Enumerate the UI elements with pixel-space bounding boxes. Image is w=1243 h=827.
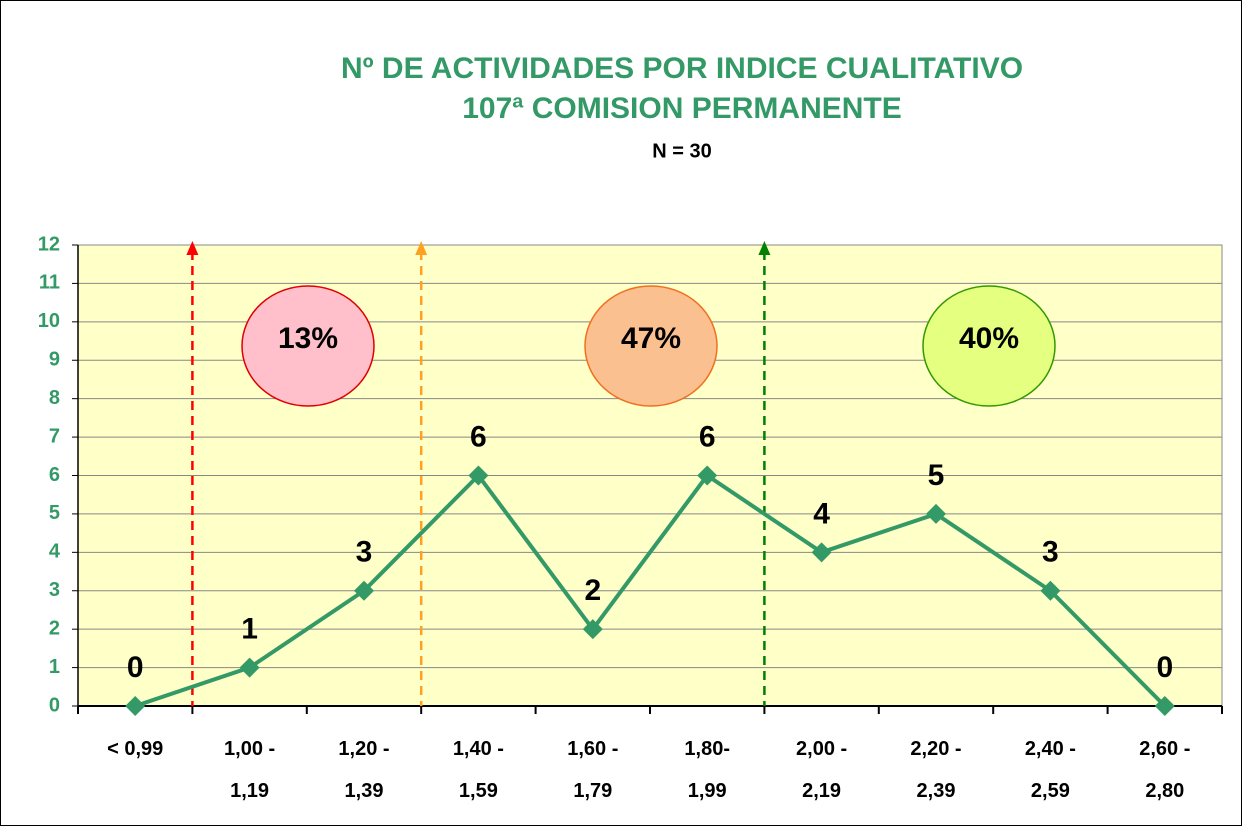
x-tick-label: 1,40 -1,59: [453, 738, 504, 802]
data-label: 1: [241, 613, 258, 646]
data-label: 3: [1042, 536, 1059, 569]
x-tick-label: 1,00 -1,19: [224, 738, 275, 802]
y-tick-label: 0: [49, 694, 60, 716]
y-tick-label: 7: [49, 425, 60, 447]
marker: [697, 465, 718, 486]
series-line: [134, 472, 1167, 708]
marker: [811, 542, 832, 563]
chart-subtitle: 107ª COMISION PERMANENTE: [462, 92, 902, 125]
y-tick-label: 6: [49, 464, 60, 486]
y-tick-label: 5: [49, 502, 60, 524]
data-label: 0: [127, 651, 144, 684]
y-tick-label: 2: [49, 617, 60, 639]
x-tick-label: 2,00 -2,19: [796, 738, 847, 802]
marker: [926, 503, 946, 524]
marker: [468, 465, 489, 486]
marker: [1040, 580, 1061, 601]
y-tick-label: 4: [49, 541, 61, 563]
x-tick-label: 2,20 -2,39: [910, 738, 961, 802]
data-label: 2: [584, 574, 601, 607]
y-tick-label: 1: [49, 656, 60, 678]
annotation-ellipse: [922, 285, 1056, 407]
annotation-label: 47%: [621, 322, 681, 355]
boundary-arrow: [758, 241, 771, 255]
y-tick-label: 3: [49, 579, 60, 601]
data-label: 3: [356, 536, 373, 569]
data-label: 4: [813, 497, 830, 530]
x-tick-label: 1,80-1,99: [684, 738, 730, 802]
data-label: 5: [928, 459, 945, 492]
data-label: 6: [470, 420, 487, 453]
boundary-arrow: [186, 241, 199, 255]
annotation-label: 13%: [278, 322, 338, 355]
marker: [582, 619, 603, 640]
data-label: 6: [699, 420, 716, 453]
boundary-arrow: [415, 241, 428, 255]
x-tick-label: 1,60 -1,79: [567, 738, 618, 802]
chart-note: N = 30: [652, 140, 711, 162]
annotation-ellipse: [584, 285, 718, 407]
marker: [125, 696, 146, 716]
annotation-ellipse: [241, 285, 375, 407]
y-tick-label: 10: [38, 310, 60, 332]
chart-title: Nº DE ACTIVIDADES POR INDICE CUALITATIVO: [341, 52, 1023, 85]
y-tick-label: 12: [38, 233, 60, 255]
y-tick-label: 9: [49, 349, 60, 371]
annotation-label: 40%: [959, 322, 1019, 355]
y-tick-label: 8: [49, 387, 60, 409]
x-tick-label: 2,40 -2,59: [1025, 738, 1076, 802]
x-tick-label: < 0,99: [107, 738, 163, 760]
data-label: 0: [1156, 651, 1173, 684]
marker: [1154, 696, 1175, 716]
x-tick-label: 2,60 -2,80: [1139, 738, 1190, 802]
marker: [239, 657, 260, 678]
x-tick-label: 1,20 -1,39: [338, 738, 389, 802]
y-tick-label: 11: [39, 272, 60, 294]
marker: [354, 580, 374, 601]
